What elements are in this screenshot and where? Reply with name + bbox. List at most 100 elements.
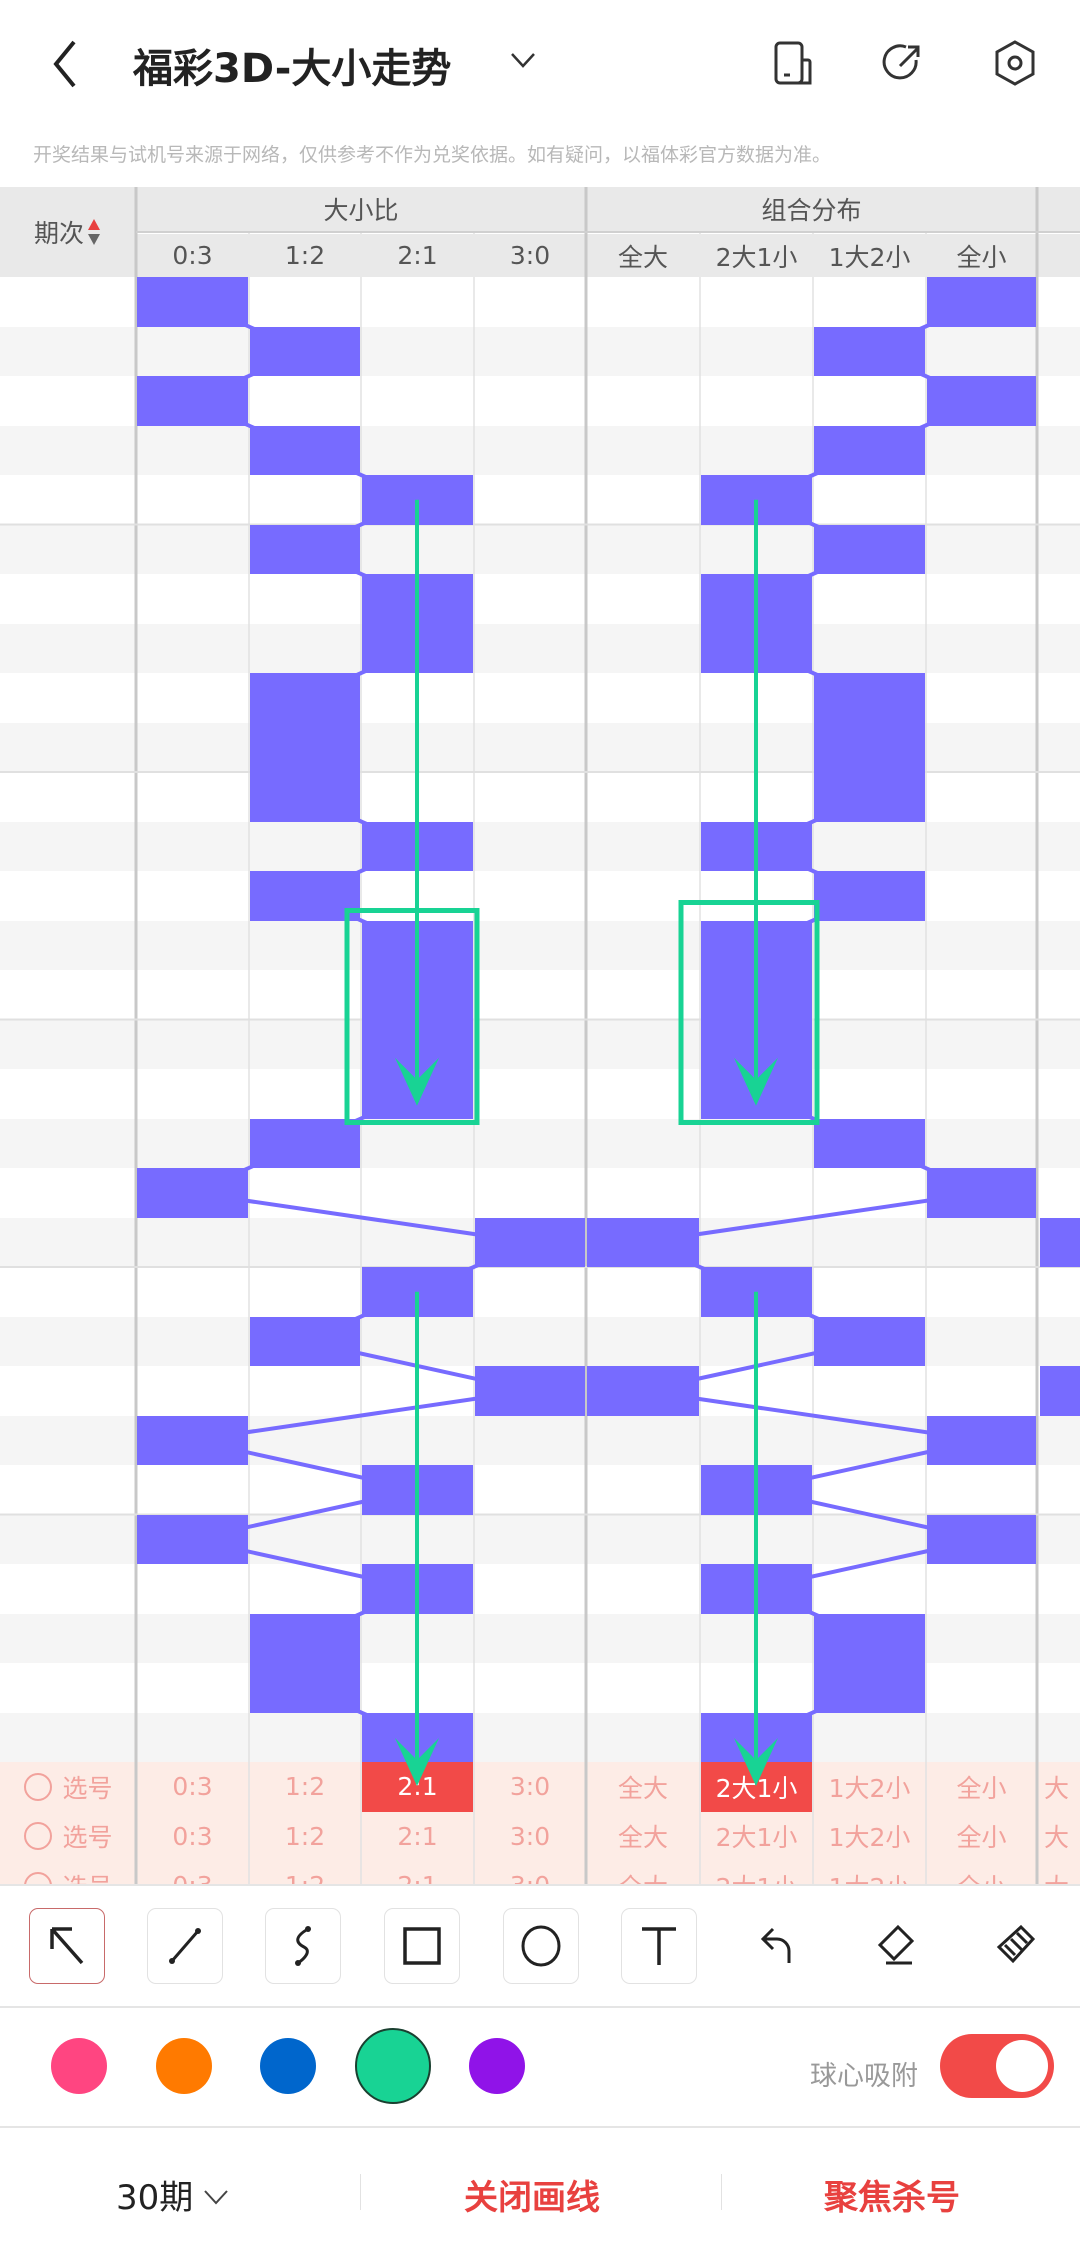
pick-option[interactable]: 全大 bbox=[587, 1861, 699, 1884]
hit-cell bbox=[250, 722, 360, 772]
trend-table[interactable]: 期次大小比0:31:22:13:0组合分布全大2大1小1大2小全小大选号0:31… bbox=[0, 187, 1080, 1884]
count-cell bbox=[927, 673, 1036, 723]
hit-cell bbox=[250, 1316, 360, 1366]
count-cell bbox=[701, 1515, 812, 1565]
color-swatch[interactable] bbox=[355, 2028, 431, 2104]
pick-label-text: 选号 bbox=[62, 1868, 112, 1884]
pick-option[interactable]: 1:2 bbox=[284, 1821, 326, 1851]
count-cell bbox=[701, 327, 812, 377]
hit-cell bbox=[701, 970, 812, 1020]
pick-option[interactable]: 2大1小 bbox=[701, 1762, 812, 1812]
pick-option[interactable]: 0:3 bbox=[172, 1772, 213, 1802]
hit-cell bbox=[701, 920, 812, 970]
radio-circle-icon[interactable] bbox=[22, 1820, 54, 1852]
pick-option[interactable]: 全大 bbox=[617, 1823, 668, 1853]
color-swatch[interactable] bbox=[260, 2038, 316, 2094]
pick-label[interactable]: 选号 bbox=[0, 1861, 135, 1884]
count-cell bbox=[814, 624, 925, 674]
color-swatch[interactable] bbox=[51, 2038, 107, 2094]
count-cell bbox=[137, 426, 248, 476]
hit-cell bbox=[927, 376, 1036, 426]
hit-cell bbox=[587, 1366, 699, 1416]
count-cell bbox=[137, 327, 248, 377]
pick-option[interactable]: 3:0 bbox=[509, 1821, 551, 1851]
pick-option[interactable]: 3:0 bbox=[509, 1772, 551, 1802]
arrow-tool-button[interactable] bbox=[29, 1908, 105, 1984]
pick-option[interactable]: 全小 bbox=[927, 1861, 1036, 1884]
rectangle-tool-button[interactable] bbox=[384, 1908, 460, 1984]
color-swatch[interactable] bbox=[156, 2038, 212, 2094]
count-cell bbox=[587, 574, 699, 624]
pick-option[interactable]: 0:3 bbox=[172, 1821, 213, 1851]
clear-all-button[interactable] bbox=[978, 1908, 1054, 1984]
pick-label[interactable]: 选号 bbox=[0, 1762, 135, 1812]
pick-option[interactable]: 1:2 bbox=[250, 1861, 360, 1884]
pick-label[interactable]: 选号 bbox=[0, 1812, 135, 1862]
pick-option[interactable]: 1大2小 bbox=[828, 1773, 911, 1803]
eraser-icon bbox=[877, 1924, 915, 1965]
period-select[interactable]: 30期 bbox=[116, 2170, 231, 2219]
hit-cell bbox=[814, 871, 925, 921]
radio-circle-icon[interactable] bbox=[22, 1870, 54, 1884]
snap-label: 球心吸附 bbox=[810, 2061, 918, 2092]
period-header[interactable]: 期次 bbox=[0, 187, 135, 277]
period-cell bbox=[0, 1614, 135, 1664]
pick-option[interactable]: 0:3 bbox=[137, 1861, 248, 1884]
pick-option[interactable]: 2:1 bbox=[362, 1861, 473, 1884]
hit-cell bbox=[701, 1267, 812, 1317]
line-icon bbox=[169, 1928, 201, 1964]
pick-option[interactable]: 全小 bbox=[956, 1773, 1007, 1803]
count-cell bbox=[475, 1168, 585, 1218]
color-swatch[interactable] bbox=[469, 2038, 525, 2094]
pick-option[interactable]: 2:1 bbox=[362, 1762, 473, 1812]
line-tool-button[interactable] bbox=[147, 1908, 223, 1984]
settings-icon[interactable] bbox=[990, 38, 1040, 88]
count-cell bbox=[587, 376, 699, 426]
count-cell bbox=[927, 327, 1036, 377]
count-cell bbox=[587, 723, 699, 773]
count-cell bbox=[587, 426, 699, 476]
count-cell bbox=[137, 1119, 248, 1169]
page-title[interactable]: 福彩3D-大小走势 bbox=[133, 46, 452, 92]
pick-option[interactable]: 大 bbox=[1038, 1861, 1080, 1884]
pick-option[interactable]: 大 bbox=[1044, 1823, 1070, 1853]
focus-kill-button[interactable]: 聚焦杀号 bbox=[824, 2178, 960, 2218]
count-cell bbox=[250, 1416, 360, 1466]
count-cell bbox=[475, 1465, 585, 1515]
count-cell bbox=[250, 574, 360, 624]
close-drawing-button[interactable]: 关闭画线 bbox=[464, 2178, 600, 2218]
radio-circle-icon[interactable] bbox=[22, 1771, 54, 1803]
pick-option[interactable]: 2大1小 bbox=[701, 1861, 812, 1884]
text-tool-button[interactable] bbox=[621, 1908, 697, 1984]
back-icon[interactable] bbox=[44, 38, 88, 90]
pick-option[interactable]: 2大1小 bbox=[715, 1823, 798, 1853]
pick-option[interactable]: 全大 bbox=[617, 1773, 668, 1803]
chevron-down-icon[interactable] bbox=[508, 44, 538, 74]
snap-toggle[interactable] bbox=[940, 2034, 1054, 2098]
drawing-toolbar bbox=[0, 1884, 1080, 2008]
pick-option[interactable]: 1大2小 bbox=[828, 1823, 911, 1853]
column-header: 全大 bbox=[587, 234, 699, 277]
device-icon[interactable] bbox=[768, 38, 818, 88]
count-cell bbox=[362, 1218, 473, 1268]
count-cell bbox=[701, 1317, 812, 1367]
circle-tool-button[interactable] bbox=[503, 1908, 579, 1984]
share-icon[interactable] bbox=[878, 38, 928, 88]
eraser-button[interactable] bbox=[857, 1908, 933, 1984]
pick-option[interactable]: 2:1 bbox=[397, 1821, 438, 1851]
pick-option[interactable]: 全小 bbox=[956, 1823, 1007, 1853]
broom-icon bbox=[996, 1924, 1036, 1964]
count-cell bbox=[475, 1267, 585, 1317]
pick-option[interactable]: 1大2小 bbox=[814, 1861, 925, 1884]
count-cell bbox=[137, 822, 248, 872]
pick-option[interactable]: 3:0 bbox=[475, 1861, 585, 1884]
undo-button[interactable] bbox=[740, 1908, 816, 1984]
count-cell bbox=[927, 1564, 1036, 1614]
count-cell bbox=[587, 1020, 699, 1070]
curve-tool-button[interactable] bbox=[265, 1908, 341, 1984]
disclaimer-notice: 开奖结果与试机号来源于网络，仅供参考不作为兑奖依据。如有疑问，以福体彩官方数据为… bbox=[33, 144, 832, 166]
count-cell bbox=[362, 723, 473, 773]
pick-option[interactable]: 大 bbox=[1044, 1773, 1070, 1803]
pick-option[interactable]: 1:2 bbox=[284, 1772, 326, 1802]
count-cell bbox=[475, 1663, 585, 1713]
